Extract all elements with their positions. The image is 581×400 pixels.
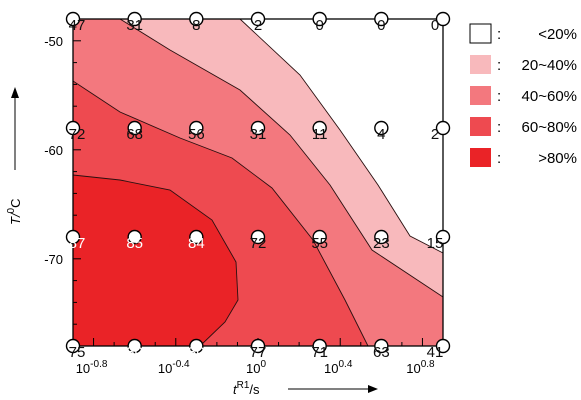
contour-bands	[73, 19, 443, 346]
cell-value: 31	[126, 17, 143, 34]
x-tick-label: 10-0.8	[76, 359, 108, 376]
grid-point	[250, 11, 266, 27]
grid-point	[374, 229, 389, 245]
x-tick-label: 100	[246, 359, 266, 376]
y-axis-title: T/0C	[6, 198, 23, 225]
cell-value: 23	[373, 235, 390, 252]
grid-point	[312, 120, 327, 136]
cell-value: 75	[69, 344, 86, 361]
y-tick-label: -60	[44, 143, 63, 158]
legend-swatch	[470, 55, 491, 74]
cell-value: 47	[69, 17, 86, 34]
contour-line-3	[72, 80, 369, 347]
cell-value: 87	[69, 235, 86, 252]
cell-value: 72	[250, 235, 267, 252]
grid-point	[435, 120, 451, 136]
grid-point	[189, 229, 204, 245]
cell-value: 0	[377, 17, 385, 34]
cell-value: 15	[427, 235, 444, 252]
grid-point	[374, 338, 389, 354]
x-tick-label: 100.4	[324, 359, 353, 376]
x-axis: 10-0.8 10-0.4 100 100.4 100.8 tR1/s	[76, 359, 435, 397]
x-tick-label: 10-0.4	[158, 359, 190, 376]
legend-label: >80%	[538, 150, 577, 167]
cell-value: 4	[377, 126, 385, 143]
cell-value: 41	[427, 344, 444, 361]
cell-value: 68	[126, 126, 143, 143]
legend-swatch	[469, 23, 492, 44]
grid-point	[189, 11, 204, 27]
legend-separator: :	[497, 57, 501, 74]
cell-value: 31	[250, 126, 267, 143]
legend-label: 20~40%	[522, 57, 577, 74]
cell-value: 55	[311, 235, 328, 252]
cell-value: 56	[188, 126, 205, 143]
cell-value: 72	[69, 126, 86, 143]
cell-value: 71	[311, 344, 328, 361]
grid-point	[127, 229, 142, 245]
grid-point	[127, 11, 142, 27]
cell-value: 8	[192, 17, 200, 34]
grid-point	[435, 229, 451, 245]
contour-line-4	[72, 174, 239, 347]
legend-swatch	[470, 86, 491, 105]
x-tick-label: 100.8	[406, 359, 435, 376]
cell-value: 11	[312, 126, 328, 143]
legend-swatch	[470, 117, 491, 136]
legend-separator: :	[497, 150, 501, 167]
y-axis-arrowhead	[11, 87, 19, 98]
cell-value: 0	[315, 17, 323, 34]
y-tick-label: -50	[44, 34, 63, 49]
legend-label: 40~60%	[522, 88, 577, 105]
legend-separator: :	[497, 26, 501, 43]
cell-value: 85	[126, 235, 143, 252]
cell-value: 2	[431, 126, 439, 143]
legend: : <20%: 20~40%: 40~60%: 60~80%: >80%	[469, 23, 577, 167]
grid-point	[65, 229, 81, 245]
legend-separator: :	[497, 119, 501, 136]
grid-point	[312, 229, 327, 245]
grid-point	[250, 120, 266, 136]
grid-point	[65, 338, 81, 354]
grid-point	[312, 11, 327, 27]
legend-label: <20%	[538, 26, 577, 43]
grid-point	[65, 11, 81, 27]
grid-point	[189, 338, 204, 354]
grid-point	[250, 229, 266, 245]
grid-points	[65, 11, 451, 354]
cell-value: 80	[188, 344, 205, 361]
grid-point	[127, 120, 142, 136]
grid-point	[189, 120, 204, 136]
cell-value: 2	[254, 17, 262, 34]
legend-label: 60~80%	[522, 119, 577, 136]
cell-value: 84	[188, 235, 205, 252]
x-axis-title: tR1/s	[233, 380, 260, 397]
cell-value: 0	[431, 17, 439, 34]
grid-point	[65, 120, 81, 136]
grid-point	[435, 11, 451, 27]
contour-line-2	[119, 18, 444, 298]
cell-value: 63	[373, 344, 390, 361]
cell-value: 77	[250, 344, 267, 361]
contour-lines	[72, 18, 444, 347]
x-axis-arrowhead	[368, 385, 378, 393]
cell-value: 80	[126, 344, 143, 361]
grid-point	[435, 338, 451, 354]
y-axis: -50 -60 -70 T/0C	[6, 34, 63, 267]
y-tick-label: -70	[44, 252, 63, 267]
grid-point	[127, 338, 142, 354]
cell-values: 47 31 8 2 0 0 0 72 68 56 31 11 4 2 87 85 84 72 55 23 15 75 80 8…	[69, 17, 444, 361]
grid-point	[250, 338, 266, 354]
legend-separator: :	[497, 88, 501, 105]
grid-point	[374, 120, 389, 136]
grid-point	[374, 11, 389, 27]
legend-swatch	[470, 148, 491, 167]
grid-point	[312, 338, 327, 354]
band-above-80	[73, 175, 238, 346]
